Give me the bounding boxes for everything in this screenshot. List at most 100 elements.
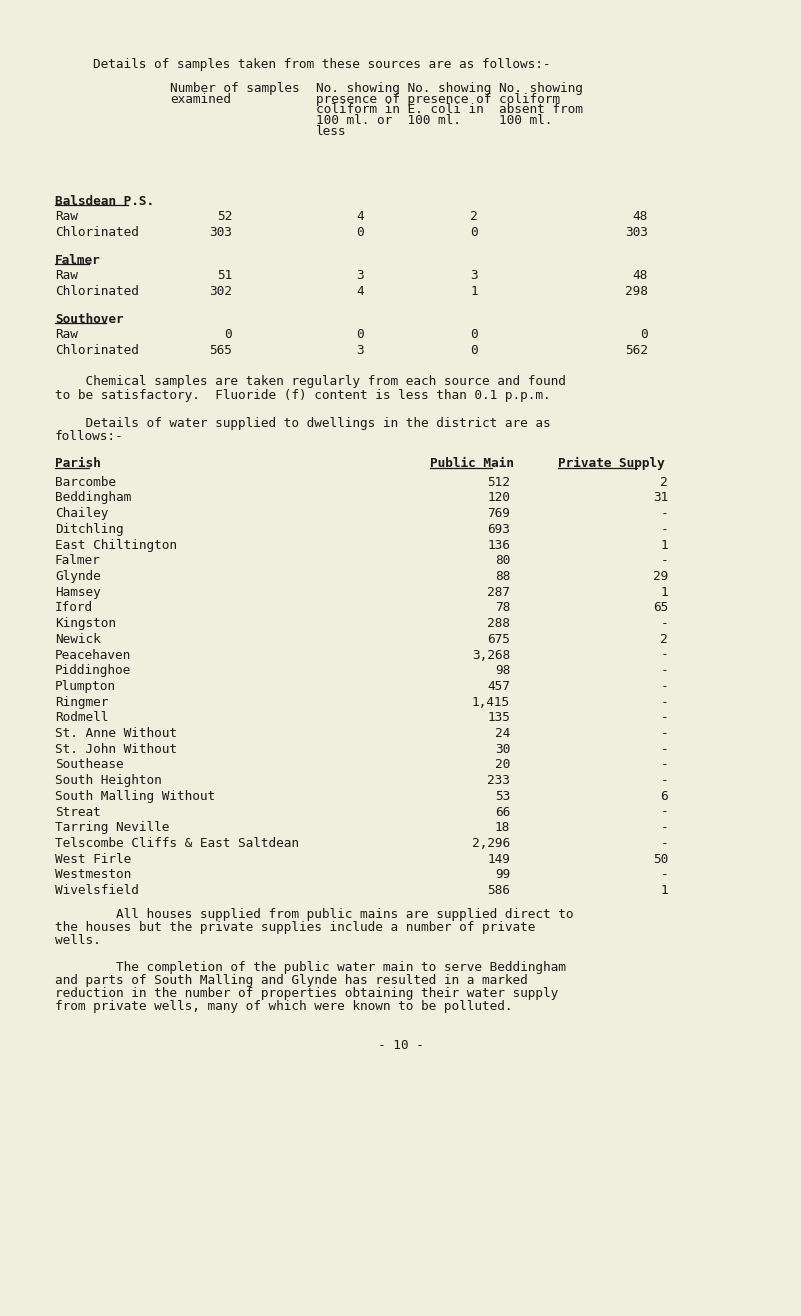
Text: 457: 457 (487, 680, 510, 694)
Text: 1,415: 1,415 (472, 696, 510, 708)
Text: 693: 693 (487, 522, 510, 536)
Text: 1: 1 (470, 286, 478, 299)
Text: -: - (660, 869, 668, 882)
Text: 135: 135 (487, 712, 510, 724)
Text: 512: 512 (487, 476, 510, 488)
Text: Beddingham: Beddingham (55, 491, 131, 504)
Text: 2,296: 2,296 (472, 837, 510, 850)
Text: presence of presence of coliform: presence of presence of coliform (316, 92, 560, 105)
Text: 50: 50 (653, 853, 668, 866)
Text: Falmer: Falmer (55, 254, 101, 267)
Text: Raw: Raw (55, 268, 78, 282)
Text: -: - (660, 554, 668, 567)
Text: 30: 30 (495, 742, 510, 755)
Text: Chemical samples are taken regularly from each source and found: Chemical samples are taken regularly fro… (55, 375, 566, 388)
Text: 1: 1 (660, 884, 668, 898)
Text: Ditchling: Ditchling (55, 522, 123, 536)
Text: 298: 298 (625, 286, 648, 299)
Text: 24: 24 (495, 726, 510, 740)
Text: Iford: Iford (55, 601, 93, 615)
Text: 80: 80 (495, 554, 510, 567)
Text: 29: 29 (653, 570, 668, 583)
Text: No. showing No. showing No. showing: No. showing No. showing No. showing (316, 82, 583, 95)
Text: Chlorinated: Chlorinated (55, 226, 139, 240)
Text: West Firle: West Firle (55, 853, 131, 866)
Text: Ringmer: Ringmer (55, 696, 108, 708)
Text: -: - (660, 837, 668, 850)
Text: 1: 1 (660, 586, 668, 599)
Text: 20: 20 (495, 758, 510, 771)
Text: 4: 4 (356, 286, 364, 299)
Text: Streat: Streat (55, 805, 101, 819)
Text: Falmer: Falmer (55, 554, 101, 567)
Text: Kingston: Kingston (55, 617, 116, 630)
Text: 0: 0 (470, 343, 478, 357)
Text: 586: 586 (487, 884, 510, 898)
Text: 287: 287 (487, 586, 510, 599)
Text: 98: 98 (495, 665, 510, 678)
Text: 31: 31 (653, 491, 668, 504)
Text: Private Supply: Private Supply (558, 457, 665, 470)
Text: 769: 769 (487, 507, 510, 520)
Text: Raw: Raw (55, 211, 78, 224)
Text: 0: 0 (224, 328, 232, 341)
Text: from private wells, many of which were known to be polluted.: from private wells, many of which were k… (55, 1000, 513, 1013)
Text: Rodmell: Rodmell (55, 712, 108, 724)
Text: Peacehaven: Peacehaven (55, 649, 131, 662)
Text: -: - (660, 696, 668, 708)
Text: 6: 6 (660, 790, 668, 803)
Text: 66: 66 (495, 805, 510, 819)
Text: 120: 120 (487, 491, 510, 504)
Text: All houses supplied from public mains are supplied direct to: All houses supplied from public mains ar… (55, 908, 574, 921)
Text: St. John Without: St. John Without (55, 742, 177, 755)
Text: 565: 565 (209, 343, 232, 357)
Text: to be satisfactory.  Fluoride (f) content is less than 0.1 p.p.m.: to be satisfactory. Fluoride (f) content… (55, 388, 550, 401)
Text: 233: 233 (487, 774, 510, 787)
Text: - 10 -: - 10 - (377, 1038, 424, 1051)
Text: 4: 4 (356, 211, 364, 224)
Text: 0: 0 (356, 328, 364, 341)
Text: 2: 2 (470, 211, 478, 224)
Text: -: - (660, 774, 668, 787)
Text: 51: 51 (217, 268, 232, 282)
Text: 288: 288 (487, 617, 510, 630)
Text: Chlorinated: Chlorinated (55, 286, 139, 299)
Text: 100 ml. or  100 ml.     100 ml.: 100 ml. or 100 ml. 100 ml. (316, 114, 553, 128)
Text: Raw: Raw (55, 328, 78, 341)
Text: 149: 149 (487, 853, 510, 866)
Text: -: - (660, 805, 668, 819)
Text: coliform in E. coli in  absent from: coliform in E. coli in absent from (316, 104, 583, 116)
Text: Newick: Newick (55, 633, 101, 646)
Text: 3: 3 (470, 268, 478, 282)
Text: The completion of the public water main to serve Beddingham: The completion of the public water main … (55, 961, 566, 974)
Text: 78: 78 (495, 601, 510, 615)
Text: examined: examined (170, 93, 231, 107)
Text: 88: 88 (495, 570, 510, 583)
Text: 2: 2 (660, 476, 668, 488)
Text: Parish: Parish (55, 457, 101, 470)
Text: 3: 3 (356, 268, 364, 282)
Text: 99: 99 (495, 869, 510, 882)
Text: Chailey: Chailey (55, 507, 108, 520)
Text: the houses but the private supplies include a number of private: the houses but the private supplies incl… (55, 921, 535, 934)
Text: 3,268: 3,268 (472, 649, 510, 662)
Text: Glynde: Glynde (55, 570, 101, 583)
Text: 53: 53 (495, 790, 510, 803)
Text: Piddinghoe: Piddinghoe (55, 665, 131, 678)
Text: Number of samples: Number of samples (170, 82, 300, 95)
Text: 0: 0 (640, 328, 648, 341)
Text: -: - (660, 665, 668, 678)
Text: 2: 2 (660, 633, 668, 646)
Text: 1: 1 (660, 538, 668, 551)
Text: follows:-: follows:- (55, 430, 123, 443)
Text: -: - (660, 522, 668, 536)
Text: Wivelsfield: Wivelsfield (55, 884, 139, 898)
Text: reduction in the number of properties obtaining their water supply: reduction in the number of properties ob… (55, 987, 558, 1000)
Text: 0: 0 (470, 226, 478, 240)
Text: 52: 52 (217, 211, 232, 224)
Text: 48: 48 (633, 211, 648, 224)
Text: Plumpton: Plumpton (55, 680, 116, 694)
Text: 562: 562 (625, 343, 648, 357)
Text: 303: 303 (625, 226, 648, 240)
Text: East Chiltington: East Chiltington (55, 538, 177, 551)
